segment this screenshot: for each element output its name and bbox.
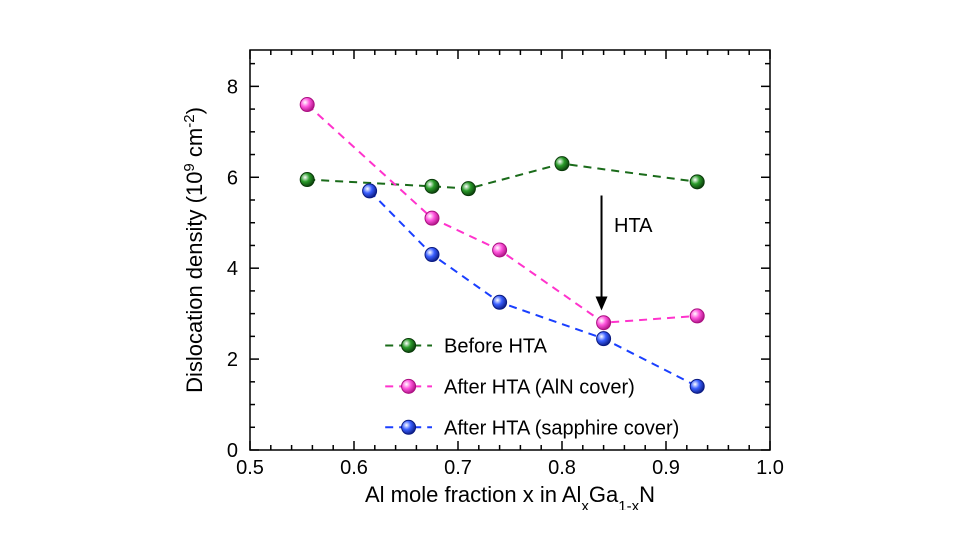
marker-after-hta-aln bbox=[493, 243, 507, 257]
x-axis-label: Al mole fraction x in AlxGa1-xN bbox=[365, 482, 655, 510]
marker-before-hta bbox=[425, 179, 439, 193]
legend-label: After HTA (sapphire cover) bbox=[444, 417, 679, 439]
series-line-after-hta-aln bbox=[307, 105, 697, 323]
y-tick-label: 2 bbox=[227, 349, 238, 371]
marker-before-hta bbox=[555, 157, 569, 171]
legend-label: Before HTA bbox=[444, 335, 548, 357]
y-tick-label: 4 bbox=[227, 258, 238, 280]
x-tick-label: 0.8 bbox=[548, 457, 576, 479]
x-tick-label: 0.5 bbox=[236, 457, 264, 479]
legend-label: After HTA (AlN cover) bbox=[444, 376, 635, 398]
y-axis-label: Dislocation density (109 cm-2) bbox=[181, 107, 208, 393]
marker-before-hta bbox=[690, 175, 704, 189]
marker-after-hta-aln bbox=[597, 316, 611, 330]
marker-after-hta-aln bbox=[690, 309, 704, 323]
marker-after-hta-sapphire bbox=[363, 184, 377, 198]
x-tick-label: 0.9 bbox=[652, 457, 680, 479]
marker-before-hta bbox=[300, 173, 314, 187]
marker-after-hta-sapphire bbox=[597, 332, 611, 346]
marker-after-hta-sapphire bbox=[425, 248, 439, 262]
marker-after-hta-aln bbox=[300, 98, 314, 112]
hta-label: HTA bbox=[614, 215, 653, 237]
marker-after-hta-sapphire bbox=[690, 379, 704, 393]
y-tick-label: 6 bbox=[227, 167, 238, 189]
marker-after-hta-sapphire bbox=[493, 295, 507, 309]
dislocation-density-chart: 0.5 0.6 0.7 0.8 0.9 1.0 0 2 4 6 8 Al mole fraction … bbox=[170, 30, 790, 510]
marker-before-hta bbox=[461, 182, 475, 196]
chart-svg: 0.5 0.6 0.7 0.8 0.9 1.0 0 2 4 6 8 Al mole fraction … bbox=[170, 30, 790, 510]
legend-swatch-marker bbox=[402, 338, 416, 352]
y-tick-label: 8 bbox=[227, 76, 238, 98]
marker-after-hta-aln bbox=[425, 211, 439, 225]
hta-arrow-head bbox=[596, 297, 608, 311]
legend-swatch-marker bbox=[402, 379, 416, 393]
x-tick-label: 0.6 bbox=[340, 457, 368, 479]
y-tick-label: 0 bbox=[227, 440, 238, 462]
legend-swatch-marker bbox=[402, 420, 416, 434]
x-tick-label: 0.7 bbox=[444, 457, 472, 479]
x-tick-label: 1.0 bbox=[756, 457, 784, 479]
